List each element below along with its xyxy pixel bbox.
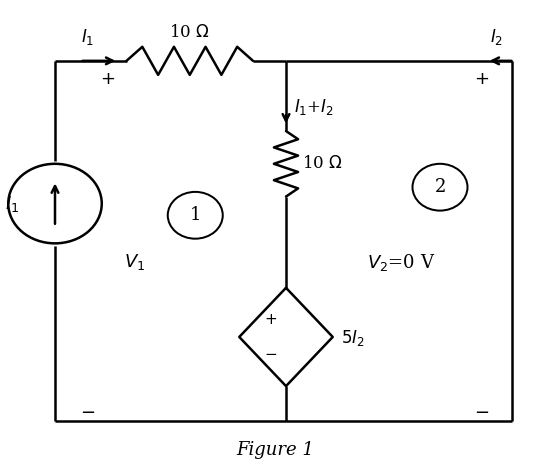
Text: $V_1$: $V_1$ [124, 252, 145, 272]
Text: Figure 1: Figure 1 [236, 441, 314, 459]
Text: +: + [100, 70, 115, 88]
Text: $V_2$=0 V: $V_2$=0 V [367, 252, 436, 272]
Text: $I_1$: $I_1$ [81, 27, 95, 47]
Text: $I_1$: $I_1$ [5, 194, 19, 213]
Text: $I_2$: $I_2$ [490, 27, 503, 47]
Text: +: + [264, 312, 277, 327]
Text: 1: 1 [190, 206, 201, 224]
Text: −: − [474, 404, 490, 422]
Text: 10 $\Omega$: 10 $\Omega$ [302, 155, 343, 172]
Text: +: + [474, 70, 490, 88]
Text: −: − [264, 347, 277, 362]
Text: 2: 2 [434, 178, 446, 196]
Text: 10 $\Omega$: 10 $\Omega$ [169, 24, 210, 41]
Text: $5I_2$: $5I_2$ [341, 328, 365, 348]
Text: −: − [80, 404, 96, 422]
Text: $I_1$+$I_2$: $I_1$+$I_2$ [294, 97, 334, 117]
